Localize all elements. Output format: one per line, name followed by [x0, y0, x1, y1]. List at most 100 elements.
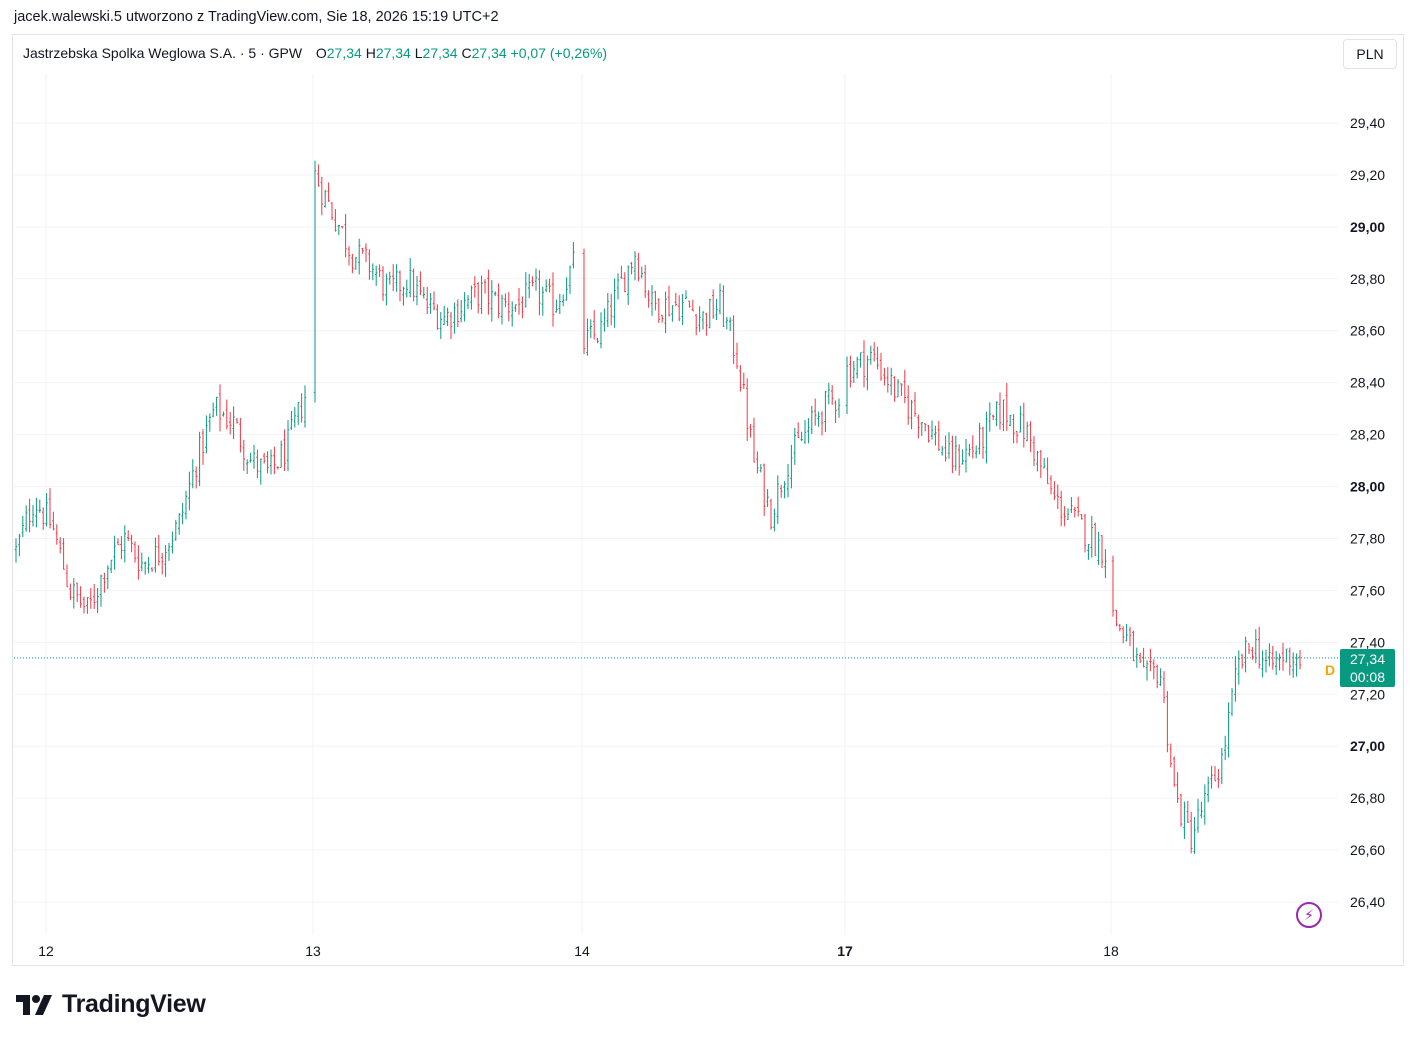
ohlc-bar: [18, 533, 21, 557]
currency-button[interactable]: PLN: [1343, 39, 1397, 69]
ohlc-bar: [849, 355, 852, 388]
ohlc-bar: [705, 312, 708, 336]
ohlc-bar: [1115, 609, 1118, 627]
ohlc-bar: [1213, 766, 1217, 782]
low-value: 27,34: [422, 45, 458, 61]
ohlc-bar: [640, 266, 643, 279]
ohlc-bar: [249, 452, 252, 463]
ohlc-bar: [449, 311, 453, 340]
ohlc-bar: [534, 268, 538, 291]
ohlc-bar: [483, 279, 487, 294]
ohlc-bar: [1015, 431, 1019, 444]
last-price-tag: 27,34 00:08: [1340, 649, 1395, 687]
ohlc-bar: [280, 440, 283, 468]
tradingview-logo[interactable]: TradingView: [14, 990, 206, 1019]
y-tick-label: 26,40: [1350, 894, 1385, 910]
ohlc-bar: [14, 538, 18, 563]
ohlc-bar: [364, 243, 368, 263]
ohlc-bar: [500, 294, 504, 325]
ohlc-bar: [620, 265, 623, 279]
ohlc-bar: [879, 352, 883, 381]
ohlc-bar: [113, 535, 116, 570]
ohlc-bar: [347, 246, 351, 266]
ohlc-bar: [671, 305, 674, 322]
symbol-legend[interactable]: Jastrzebska Spolka Weglowa S.A. · 5 · GP…: [23, 45, 607, 61]
ohlc-bar: [954, 435, 957, 471]
ohlc-bar: [1142, 647, 1145, 668]
ohlc-bar: [215, 396, 218, 416]
y-tick-label: 27,80: [1350, 530, 1385, 546]
ohlc-bar: [130, 534, 133, 553]
ohlc-bar: [1271, 646, 1274, 670]
y-tick-label: 28,20: [1350, 427, 1385, 443]
x-tick-label: 14: [574, 943, 590, 959]
ohlc-bar: [691, 299, 694, 312]
ohlc-bar: [198, 431, 201, 487]
ohlc-bar: [252, 444, 256, 469]
ohlc-bar: [582, 248, 586, 355]
ohlc-bar: [746, 378, 749, 441]
ohlc-bar: [229, 412, 232, 435]
ohlc-bar: [330, 202, 334, 221]
ohlc-bar: [565, 277, 568, 301]
ohlc-bar: [1179, 793, 1183, 827]
lightning-icon[interactable]: ⚡: [1296, 902, 1322, 928]
chart-frame: [12, 34, 1404, 966]
ohlc-bar: [856, 356, 859, 379]
ohlc-bar: [178, 513, 181, 535]
ohlc-bar: [732, 315, 735, 364]
price-axis: 26,40 26,60 26,80 27,00 27,20 27,40 27,60 27,80…: [1350, 115, 1385, 910]
ohlc-bar: [222, 411, 225, 417]
ohlc-bar: [995, 401, 998, 427]
ohlc-bar: [766, 489, 769, 507]
y-tick-label: 28,00: [1350, 479, 1385, 495]
ohlc-bar: [167, 542, 171, 561]
ohlc-bar: [337, 224, 340, 236]
ohlc-bar: [1237, 650, 1240, 685]
ohlc-bar: [1298, 650, 1302, 670]
ohlc-bar: [1190, 811, 1193, 854]
ohlc-bar: [1063, 506, 1066, 527]
ohlc-bar: [742, 372, 745, 389]
ohlc-bar: [1156, 664, 1159, 689]
ohlc-bar: [623, 272, 626, 293]
ohlc-bar: [392, 264, 395, 292]
high-label: H: [365, 45, 376, 61]
ohlc-bar: [1227, 702, 1230, 758]
ohlc-bar: [188, 471, 191, 511]
ohlc-bar: [876, 346, 879, 370]
ohlc-bar: [120, 536, 123, 560]
ohlc-bar: [1070, 497, 1073, 514]
ohlc-bar: [837, 398, 841, 418]
ohlc-bar: [79, 586, 82, 608]
ohlc-bar: [432, 291, 436, 311]
ohlc-bar: [890, 367, 893, 396]
ohlc-bar: [164, 545, 167, 577]
ohlc-bar: [859, 352, 862, 368]
ohlc-bar: [1022, 402, 1025, 448]
ohlc-bar: [511, 301, 514, 327]
ohlc-bar: [545, 279, 548, 292]
ohlc-bar: [1264, 649, 1268, 673]
ohlc-bar: [698, 306, 701, 332]
ohlc-bar: [803, 420, 807, 444]
dividend-marker[interactable]: D: [1325, 662, 1336, 678]
ohlc-bar: [817, 411, 820, 427]
ohlc-bar: [494, 291, 497, 296]
ohlc-bar: [48, 488, 52, 529]
ohlc-bar: [246, 459, 249, 474]
ohlc-bar: [1261, 650, 1264, 678]
ohlc-bar: [1132, 630, 1135, 662]
last-price-value: 27,34: [1349, 651, 1386, 667]
ohlc-bar: [1056, 484, 1059, 509]
ohlc-bar: [964, 439, 968, 473]
ohlc-bar: [1285, 648, 1288, 663]
ohlc-bar: [181, 503, 184, 525]
ohlc-bar: [1275, 651, 1278, 676]
ohlc-bar: [1244, 636, 1247, 673]
ohlc-bar: [1090, 515, 1093, 558]
ohlc-bar: [722, 285, 725, 327]
ohlc-bar: [678, 295, 681, 322]
ohlc-bar: [1049, 475, 1053, 495]
